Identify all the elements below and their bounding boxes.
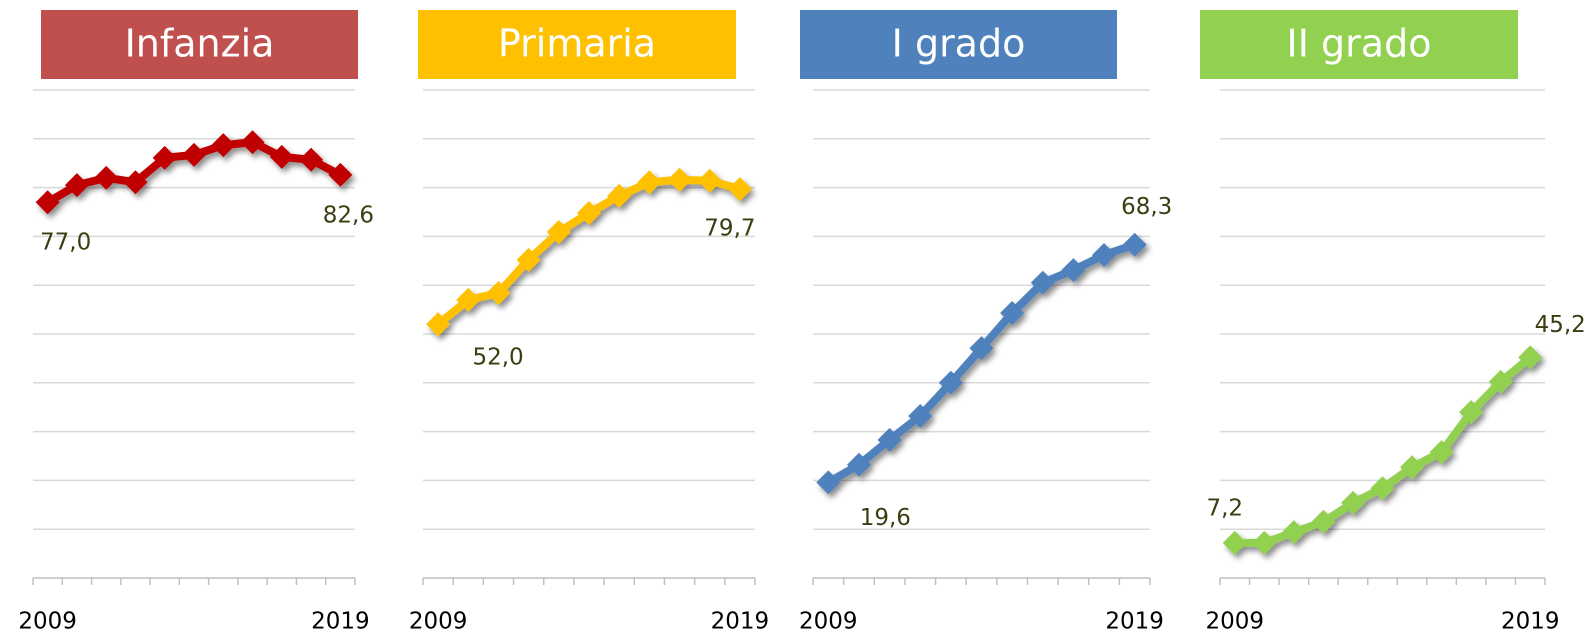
marker [1518,345,1543,370]
data-label: 79,7 [704,216,755,242]
marker [1370,476,1395,501]
marker [637,170,662,195]
marker [1459,400,1484,425]
marker [456,287,481,312]
marker [1281,520,1306,545]
chart-title: Primaria [498,22,656,66]
title-box [1200,10,1518,79]
marker [1061,258,1086,283]
marker [123,170,148,195]
chart-title: II grado [1287,22,1432,66]
marker [1030,270,1055,295]
marker [727,177,752,202]
marker [426,312,451,337]
marker [240,130,265,155]
marker [667,167,692,192]
marker [35,190,60,215]
series-line [35,130,353,215]
marker [1311,509,1336,534]
marker [846,452,871,477]
marker [1429,440,1454,465]
marker [1122,232,1147,257]
x-tick-label: 2019 [311,609,370,635]
data-label: 68,3 [1121,194,1172,220]
data-label: 82,6 [323,202,374,228]
x-tick-label: 2009 [18,609,77,635]
marker [94,165,119,190]
marker [816,470,841,495]
marker [1340,490,1365,515]
data-label: 52,0 [472,345,523,371]
marker [877,427,902,452]
marker [577,200,601,225]
marker [908,403,933,428]
marker [269,144,294,169]
title-box [41,10,358,79]
line [1234,354,1533,547]
marker [1488,369,1513,394]
title-box [800,10,1117,79]
line [826,240,1136,486]
marker [1252,530,1277,555]
marker [486,281,511,306]
marker [1400,455,1425,480]
marker [607,183,632,208]
x-tick-label: 2019 [1105,609,1164,635]
title-box [418,10,736,79]
marker [299,147,324,172]
marker [1092,242,1117,267]
marker [182,142,206,167]
marker [1000,301,1025,326]
marker [328,162,353,187]
marker [1222,530,1247,555]
marker [152,145,177,170]
x-tick-label: 2009 [1205,609,1264,635]
series-line [426,167,752,337]
marker [211,133,236,158]
marker [546,220,571,245]
x-tick-label: 2019 [1501,609,1560,635]
series-line [1222,345,1543,555]
data-label: 77,0 [40,230,91,256]
x-tick-label: 2019 [711,609,770,635]
data-label: 45,2 [1535,312,1586,338]
marker [969,336,994,361]
series-line [816,232,1147,495]
data-label: 7,2 [1206,495,1243,521]
x-tick-label: 2009 [409,609,468,635]
marker [697,168,722,193]
marker [516,247,541,272]
data-label: 19,6 [860,505,911,531]
marker [938,370,963,395]
marker [64,173,89,198]
chart-title: Infanzia [125,22,275,66]
x-tick-label: 2009 [799,609,858,635]
chart-title: I grado [892,22,1026,66]
